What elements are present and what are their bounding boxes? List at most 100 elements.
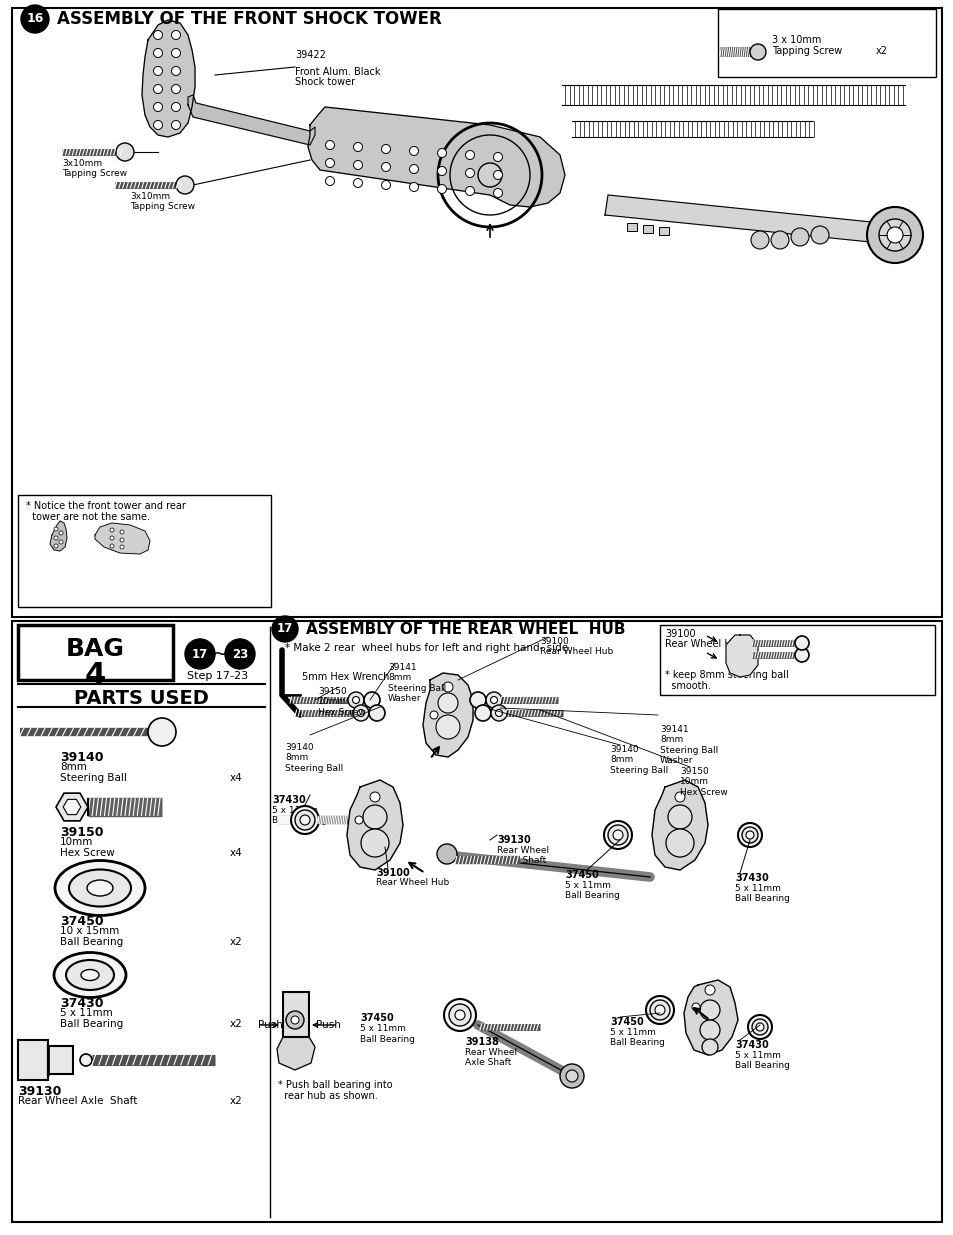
Bar [745, 121, 750, 137]
FancyBboxPatch shape [659, 625, 934, 695]
Text: Push: Push [315, 1020, 340, 1030]
Text: 39141
8mm
Steering Ball
Washer: 39141 8mm Steering Ball Washer [659, 725, 718, 766]
Text: 39422: 39422 [294, 49, 326, 61]
Bar [808, 121, 813, 137]
Bar [610, 121, 616, 137]
Polygon shape [725, 635, 758, 677]
Circle shape [770, 231, 788, 249]
Bar [575, 121, 579, 137]
Bar [718, 85, 722, 105]
Text: 5 x 11mm: 5 x 11mm [734, 884, 781, 893]
Circle shape [465, 168, 474, 178]
Bar [897, 85, 902, 105]
Text: Axle  Shaft: Axle Shaft [497, 856, 546, 864]
Text: Step 17-23: Step 17-23 [187, 671, 249, 680]
Polygon shape [50, 521, 67, 551]
Circle shape [354, 179, 362, 188]
Text: 23: 23 [232, 647, 248, 661]
Circle shape [437, 184, 446, 194]
Circle shape [120, 530, 124, 534]
Bar [888, 85, 893, 105]
Bar [656, 121, 660, 137]
Bar [18, 1040, 48, 1079]
Circle shape [443, 999, 476, 1031]
Bar [735, 85, 740, 105]
Circle shape [613, 830, 622, 840]
Ellipse shape [66, 960, 113, 990]
Text: * keep 8mm steering ball: * keep 8mm steering ball [664, 671, 788, 680]
Text: x2: x2 [230, 937, 242, 947]
Text: 5 x 11mm: 5 x 11mm [359, 1024, 405, 1032]
Bar [719, 121, 723, 137]
Circle shape [810, 226, 828, 245]
Text: 3 x 10mm: 3 x 10mm [771, 35, 821, 44]
Circle shape [120, 545, 124, 550]
Text: Tapping Screw: Tapping Screw [62, 169, 127, 178]
Circle shape [485, 692, 501, 708]
Bar [737, 121, 741, 137]
Text: Rear Wheel: Rear Wheel [464, 1049, 517, 1057]
Circle shape [490, 697, 497, 704]
Circle shape [559, 1065, 583, 1088]
Bar [762, 85, 767, 105]
Text: Ball Bearing: Ball Bearing [60, 937, 123, 947]
Circle shape [745, 831, 753, 839]
Bar [763, 121, 768, 137]
Ellipse shape [87, 881, 112, 897]
FancyBboxPatch shape [18, 625, 172, 680]
Circle shape [353, 705, 369, 721]
Circle shape [54, 536, 58, 540]
Circle shape [172, 103, 180, 111]
Polygon shape [95, 522, 150, 555]
Circle shape [153, 31, 162, 40]
FancyBboxPatch shape [718, 9, 935, 77]
Polygon shape [651, 781, 707, 869]
Bar [681, 85, 686, 105]
Text: 39130: 39130 [497, 835, 530, 845]
Bar [772, 121, 778, 137]
Text: Rear Wheel: Rear Wheel [497, 846, 549, 855]
Bar [771, 85, 776, 105]
Bar [825, 85, 830, 105]
Circle shape [886, 227, 902, 243]
Circle shape [153, 48, 162, 58]
Bar [672, 85, 678, 105]
FancyBboxPatch shape [18, 495, 271, 606]
Text: Push: Push [257, 1020, 283, 1030]
Ellipse shape [55, 861, 145, 915]
Bar [646, 121, 651, 137]
Polygon shape [683, 981, 738, 1055]
Circle shape [603, 821, 631, 848]
Circle shape [495, 709, 502, 716]
Text: 39130: 39130 [18, 1086, 61, 1098]
Bar [700, 121, 705, 137]
Text: x2: x2 [230, 1095, 242, 1107]
Circle shape [110, 543, 113, 548]
Bar [682, 121, 687, 137]
Bar [852, 85, 857, 105]
Text: ASSEMBLY OF THE REAR WHEEL  HUB: ASSEMBLY OF THE REAR WHEEL HUB [306, 621, 625, 636]
Text: 16: 16 [27, 12, 44, 26]
Text: 5 x 11mm: 5 x 11mm [609, 1028, 655, 1037]
Bar [642, 225, 652, 233]
Text: x4: x4 [230, 848, 242, 858]
Text: 39140
8mm
Steering Ball: 39140 8mm Steering Ball [285, 743, 343, 773]
Circle shape [437, 693, 457, 713]
Text: 39100
Rear Wheel Hub: 39100 Rear Wheel Hub [539, 637, 613, 656]
Text: Front Alum. Black: Front Alum. Black [294, 67, 380, 77]
FancyBboxPatch shape [283, 992, 309, 1037]
Circle shape [110, 529, 113, 532]
Bar [663, 85, 668, 105]
Circle shape [675, 792, 684, 802]
Circle shape [325, 177, 335, 185]
Circle shape [442, 682, 453, 692]
Text: smooth.: smooth. [664, 680, 710, 692]
Bar [638, 121, 642, 137]
Bar [673, 121, 679, 137]
Circle shape [116, 143, 133, 161]
Bar [816, 85, 821, 105]
Text: * Make 2 rear  wheel hubs for left and right hand- side.: * Make 2 rear wheel hubs for left and ri… [285, 643, 571, 653]
Circle shape [747, 1015, 771, 1039]
Circle shape [348, 692, 364, 708]
Text: x2: x2 [230, 1019, 242, 1029]
